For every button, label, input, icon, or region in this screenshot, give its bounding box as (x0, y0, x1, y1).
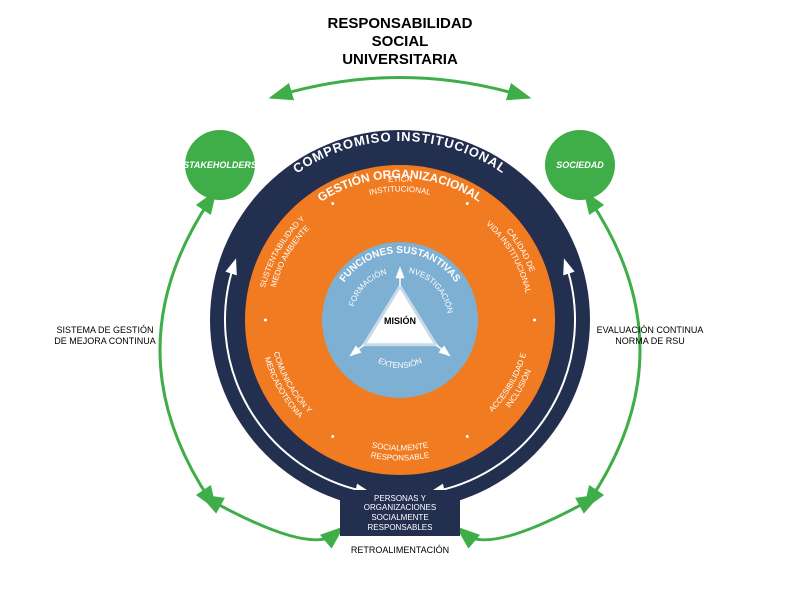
retroalimentacion-label: RETROALIMENTACIÓN (340, 545, 460, 555)
stakeholders-circle: STAKEHOLDERS (185, 130, 255, 200)
right-side-label: EVALUACIÓN CONTINUA NORMA DE RSU (590, 325, 710, 347)
stakeholders-label: STAKEHOLDERS (183, 160, 257, 170)
sociedad-circle: SOCIEDAD (545, 130, 615, 200)
svg-text:MISIÓN: MISIÓN (384, 315, 416, 326)
sociedad-label: SOCIEDAD (556, 160, 604, 170)
footer-box: PERSONAS Y ORGANIZACIONES SOCIALMENTE RE… (340, 490, 460, 536)
left-side-label: SISTEMA DE GESTIÓN DE MEJORA CONTINUA (50, 325, 160, 347)
svg-text:ÉTICA: ÉTICA (388, 174, 413, 184)
